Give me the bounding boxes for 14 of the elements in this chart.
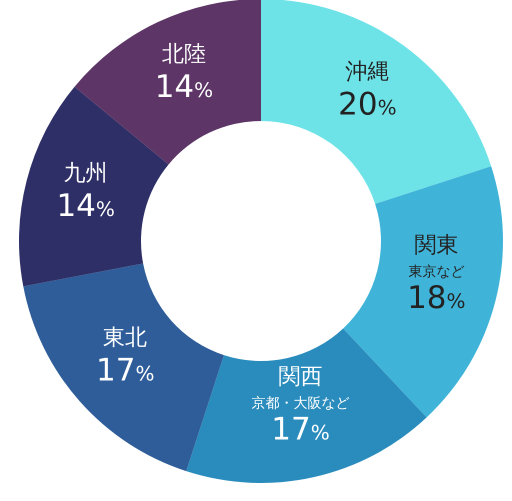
- slice-label: 北陸: [162, 42, 206, 68]
- slice-label: 関東: [414, 233, 458, 258]
- text: 京都・大阪など: [251, 396, 350, 412]
- text: 東京など: [408, 264, 464, 280]
- data-label: 18%: [407, 280, 466, 316]
- slice-label: 関西: [278, 364, 322, 390]
- data-label: 17%: [96, 352, 154, 389]
- slice-label: 沖縄: [345, 60, 390, 85]
- data-label: 17%: [271, 412, 330, 448]
- data-label: 14%: [154, 69, 214, 106]
- slice-label: 九州: [64, 160, 108, 186]
- data-label: 14%: [56, 188, 115, 224]
- data-label: 20%: [338, 86, 397, 123]
- slice-label: 東北: [103, 326, 148, 351]
